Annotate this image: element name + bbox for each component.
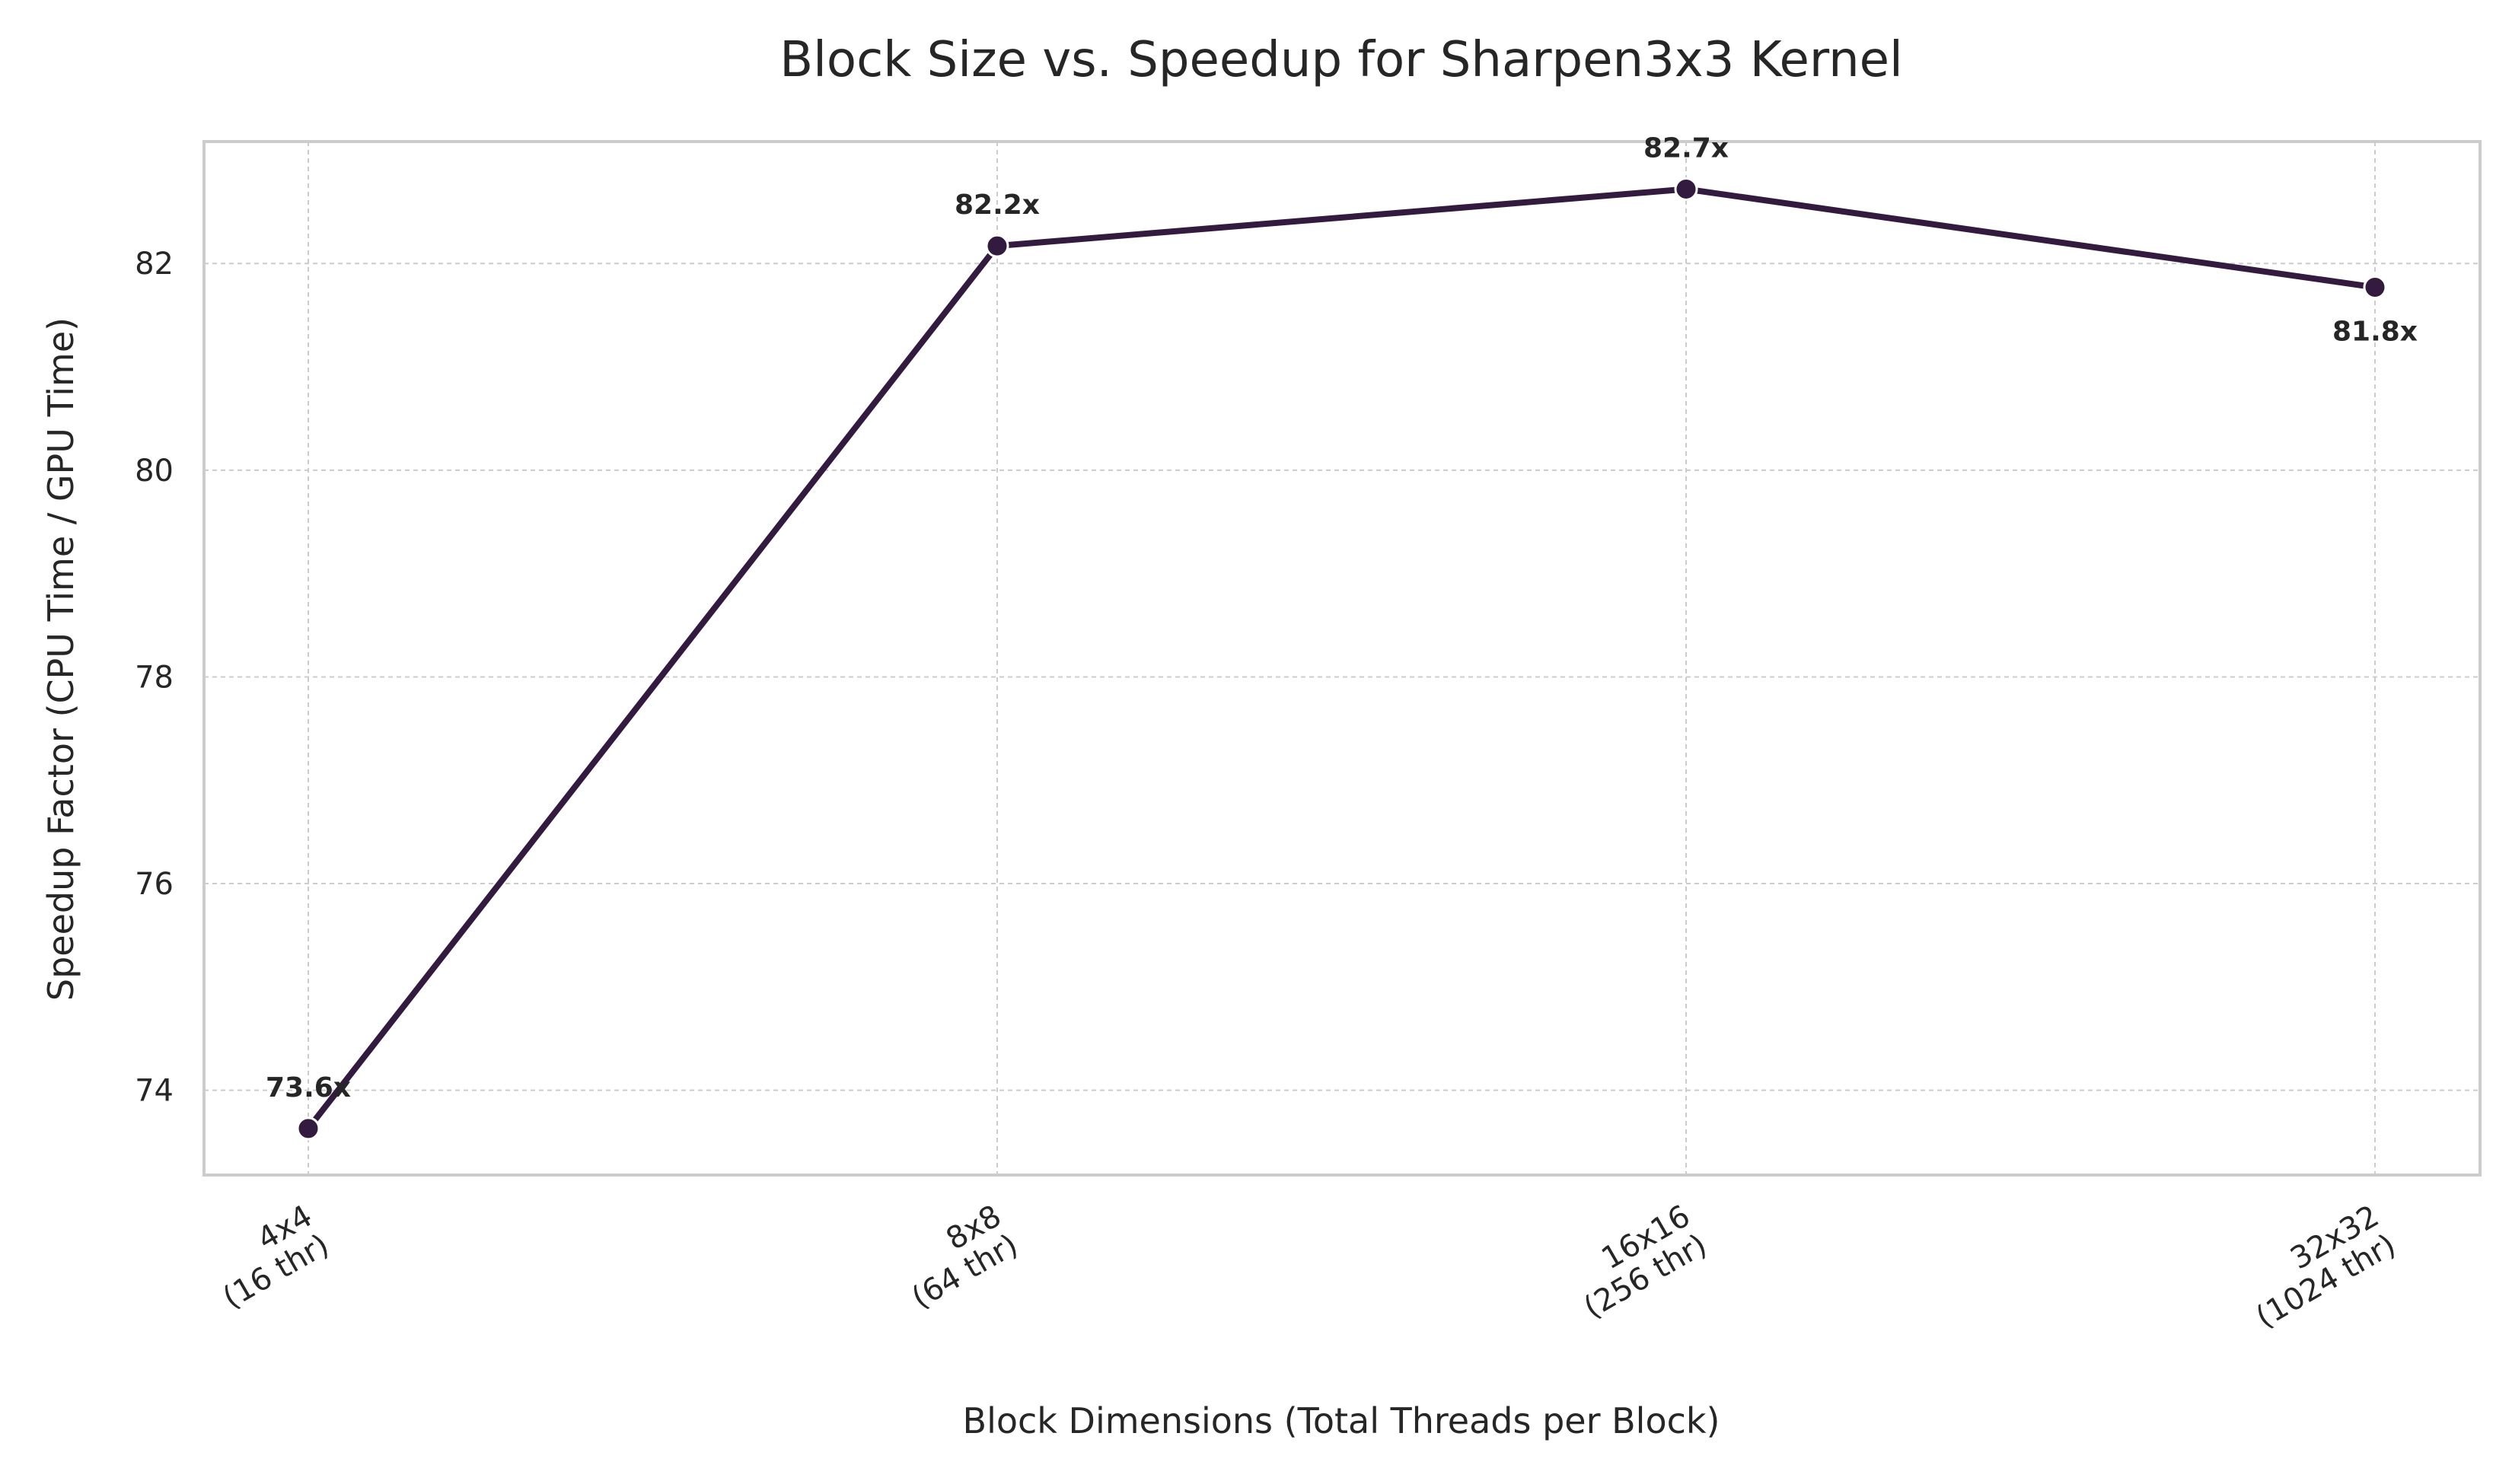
x-tick-label: 32x32(1024 thr) [2233, 1199, 2402, 1336]
y-tick-label: 76 [135, 867, 174, 902]
data-point [2363, 275, 2387, 299]
y-tick-label: 78 [135, 660, 174, 695]
y-tick-labels: 74 76 78 80 82 [135, 247, 174, 1108]
data-label: 82.7x [1643, 132, 1729, 164]
chart-title: Block Size vs. Speedup for Sharpen3x3 Ke… [779, 32, 1903, 88]
y-axis-label: Speedup Factor (CPU Time / GPU Time) [40, 317, 81, 1001]
x-tick-label: 4x4(16 thr) [200, 1199, 335, 1316]
y-tick-label: 82 [135, 247, 174, 282]
data-point [985, 234, 1009, 258]
data-point [1674, 177, 1698, 201]
data-markers [296, 177, 2387, 1141]
grid [204, 142, 2480, 1175]
x-tick-label: 16x16(256 thr) [1561, 1199, 1713, 1326]
plot-frame [202, 140, 2482, 1177]
data-label: 73.6x [266, 1072, 351, 1103]
x-tick-labels: 4x4(16 thr) 8x8(64 thr) 16x16(256 thr) 32x3… [200, 1199, 2402, 1336]
data-label: 81.8x [2332, 316, 2418, 347]
data-label: 82.2x [955, 189, 1040, 221]
data-point [296, 1116, 320, 1141]
x-axis-label: Block Dimensions (Total Threads per Bloc… [963, 1400, 1720, 1441]
y-tick-label: 74 [135, 1074, 174, 1109]
x-tick-label: 8x8(64 thr) [889, 1199, 1024, 1316]
y-tick-label: 80 [135, 454, 174, 489]
series-line [305, 186, 2378, 1132]
data-labels: 73.6x 82.2x 82.7x 81.8x [266, 132, 2418, 1103]
